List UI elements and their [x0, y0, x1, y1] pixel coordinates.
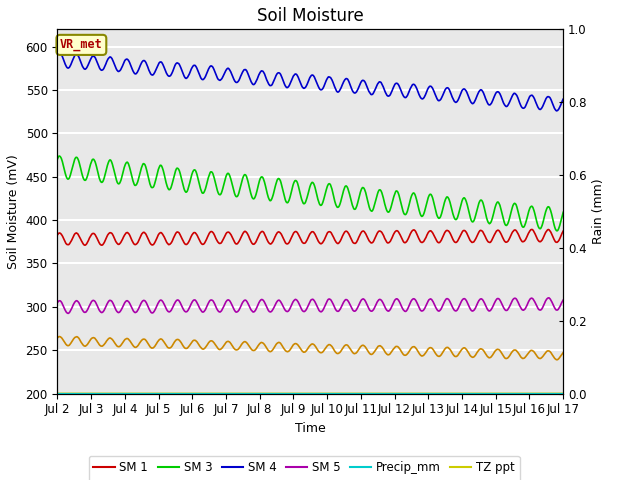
SM 2 [56, 334, 63, 339]
SM 2 [166, 345, 174, 351]
TZ ppt [223, 391, 230, 396]
SM 2 [455, 351, 463, 357]
SM 3 [500, 216, 508, 222]
Legend: SM 1, SM 2, SM 3, SM 4, SM 5, Precip_mm, TZ ppt: SM 1, SM 2, SM 3, SM 4, SM 5, Precip_mm,… [89, 456, 520, 480]
TZ ppt [559, 391, 567, 396]
SM 4 [56, 50, 63, 56]
SM 4 [389, 86, 397, 92]
Precip_mm [54, 391, 61, 396]
SM 1 [223, 230, 230, 236]
Line: SM 4: SM 4 [58, 53, 563, 111]
SM 3 [389, 198, 397, 204]
Precip_mm [388, 391, 396, 396]
SM 5 [154, 300, 162, 306]
TZ ppt [166, 391, 174, 396]
SM 1 [455, 236, 463, 241]
SM 4 [223, 66, 230, 72]
Precip_mm [223, 391, 230, 396]
SM 3 [455, 210, 463, 216]
SM 5 [54, 300, 61, 305]
SM 1 [81, 242, 89, 248]
SM 2 [500, 353, 508, 359]
SM 2 [389, 347, 397, 353]
SM 3 [154, 168, 162, 174]
SM 4 [455, 96, 463, 101]
Precip_mm [559, 391, 567, 396]
SM 1 [154, 233, 162, 239]
SM 1 [54, 232, 61, 238]
TZ ppt [454, 391, 462, 396]
SM 4 [166, 73, 174, 79]
Line: SM 3: SM 3 [58, 156, 563, 231]
SM 5 [64, 311, 72, 316]
TZ ppt [54, 391, 61, 396]
Title: Soil Moisture: Soil Moisture [257, 7, 364, 25]
X-axis label: Time: Time [295, 422, 326, 435]
SM 3 [166, 186, 174, 192]
SM 2 [553, 357, 561, 363]
Precip_mm [154, 391, 161, 396]
Y-axis label: Soil Moisture (mV): Soil Moisture (mV) [7, 154, 20, 269]
SM 4 [553, 108, 561, 114]
SM 4 [154, 62, 162, 68]
SM 5 [545, 295, 552, 300]
Precip_mm [166, 391, 174, 396]
Precip_mm [499, 391, 507, 396]
Precip_mm [454, 391, 462, 396]
TZ ppt [388, 391, 396, 396]
SM 5 [455, 304, 463, 310]
SM 3 [554, 228, 561, 234]
SM 5 [500, 304, 508, 310]
Line: SM 2: SM 2 [58, 336, 563, 360]
SM 1 [166, 241, 174, 247]
TZ ppt [499, 391, 507, 396]
Text: VR_met: VR_met [60, 38, 103, 51]
SM 4 [54, 52, 61, 58]
SM 4 [559, 96, 567, 102]
SM 1 [528, 227, 536, 232]
TZ ppt [154, 391, 161, 396]
SM 4 [500, 100, 508, 106]
SM 3 [559, 209, 567, 215]
SM 2 [559, 350, 567, 356]
Y-axis label: Rain (mm): Rain (mm) [592, 179, 605, 244]
SM 2 [54, 335, 61, 341]
SM 2 [154, 338, 162, 344]
SM 1 [559, 228, 567, 234]
SM 1 [389, 233, 397, 239]
SM 2 [223, 339, 230, 345]
SM 1 [500, 236, 508, 242]
SM 3 [223, 171, 230, 177]
SM 5 [223, 298, 230, 303]
SM 5 [559, 297, 567, 303]
SM 3 [56, 153, 63, 159]
SM 5 [389, 301, 397, 307]
Line: SM 1: SM 1 [58, 229, 563, 245]
SM 3 [54, 156, 61, 162]
Line: SM 5: SM 5 [58, 298, 563, 313]
SM 5 [166, 309, 174, 314]
